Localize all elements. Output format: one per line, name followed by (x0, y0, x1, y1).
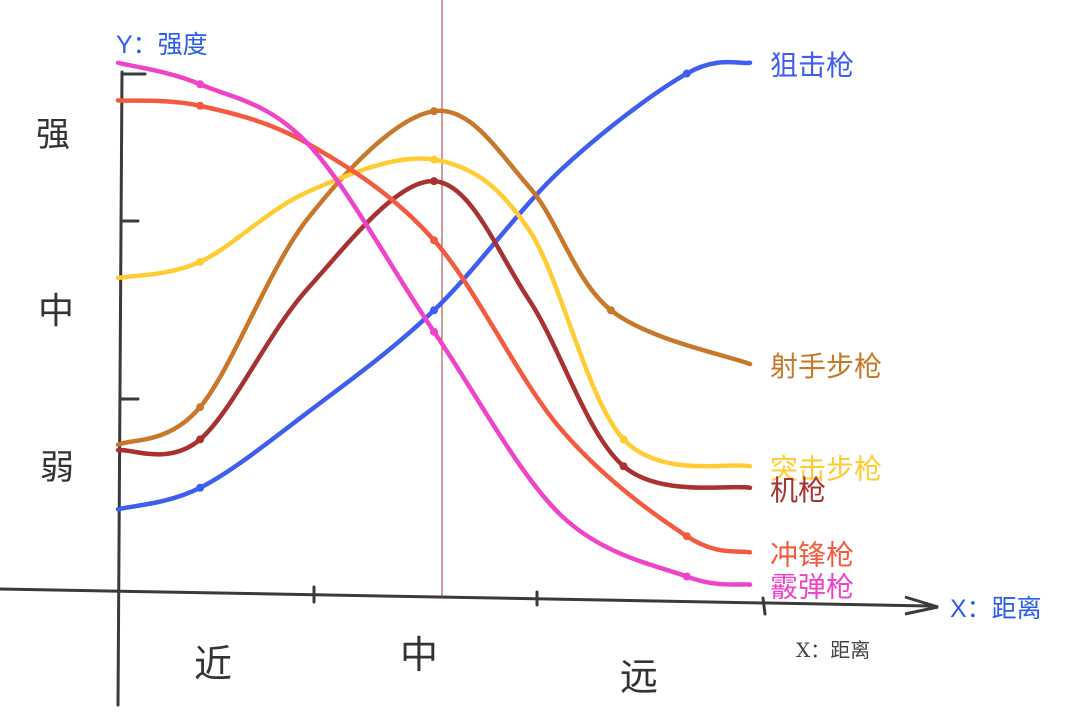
series-0-point-0 (196, 483, 205, 492)
y-level-middle: 中 (38, 291, 74, 332)
series-5-point-1 (430, 327, 438, 336)
series-label-1: 射手步枪 (770, 350, 882, 383)
series-label-4: 冲锋枪 (770, 538, 854, 571)
series-2-point-2 (619, 435, 628, 444)
y-axis (116, 70, 124, 707)
series-3-point-1 (430, 177, 438, 186)
series-4-point-0 (196, 101, 205, 110)
x-axis-title: X：距离 (950, 595, 1042, 623)
series-1-point-0 (196, 403, 205, 412)
series-label-0: 狙击枪 (770, 49, 854, 82)
series-3-point-0 (196, 435, 205, 444)
series-4-point-2 (682, 532, 691, 541)
x-axis (0, 587, 932, 608)
series-label-3: 机枪 (770, 474, 826, 507)
series-line-4 (115, 98, 753, 555)
series-0-point-1 (430, 306, 438, 315)
series-5-point-2 (682, 572, 691, 581)
series-3-point-2 (619, 462, 628, 471)
x-category-far: 远 (620, 655, 658, 699)
x-category-near: 近 (194, 642, 232, 686)
x-tick-3 (761, 596, 767, 616)
series-0-point-2 (682, 69, 691, 78)
series-5-point-0 (196, 80, 205, 89)
series-line-5 (115, 60, 753, 587)
x-category-middle: 中 (400, 633, 438, 677)
series-1-point-2 (606, 306, 615, 315)
series-4-point-1 (430, 236, 438, 245)
series-2-point-0 (196, 257, 205, 266)
x-axis-arrow-head (904, 595, 939, 616)
series-2-point-1 (430, 155, 438, 164)
series-line-0 (115, 59, 753, 512)
series-label-2: 突击步枪 (770, 452, 882, 485)
y-level-weak: 弱 (40, 448, 74, 488)
y-level-strong: 强 (36, 115, 70, 155)
series-1-point-1 (430, 107, 438, 116)
series-label-5: 霰弹枪 (770, 571, 854, 604)
y-axis-title: Y：强度 (116, 31, 208, 59)
x-axis-handwritten-note: X：距离 (796, 638, 870, 662)
